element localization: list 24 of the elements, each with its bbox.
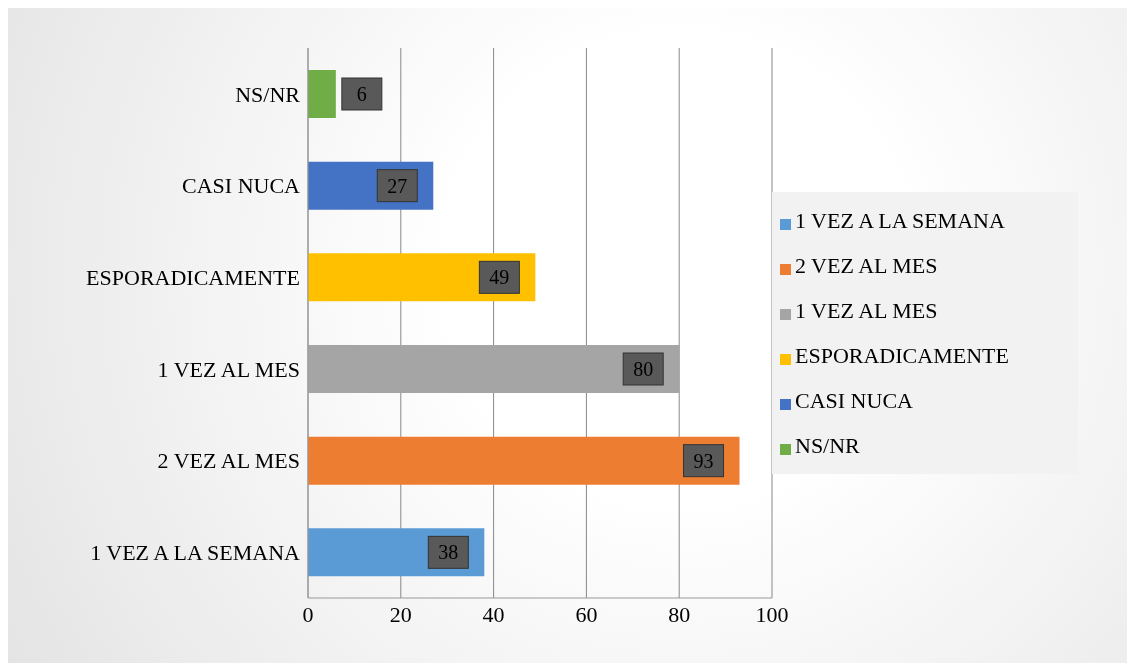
data-label: 93 <box>693 449 714 472</box>
y-tick-label: ESPORADICAMENTE <box>86 264 300 290</box>
y-tick-label: 2 VEZ AL MES <box>157 448 300 474</box>
data-label: 6 <box>356 83 367 105</box>
x-tick-label: 100 <box>755 601 789 627</box>
y-tick-label: 1 VEZ AL MES <box>157 356 300 382</box>
data-label: 80 <box>633 358 654 380</box>
legend-label: 1 VEZ A LA SEMANA <box>795 208 1005 233</box>
legend-label: ESPORADICAMENTE <box>795 343 1009 368</box>
y-tick-label: CASI NUCA <box>182 173 301 199</box>
legend-label: CASI NUCA <box>795 388 913 413</box>
y-tick-label: NS/NR <box>235 81 301 107</box>
legend-label: 2 VEZ AL MES <box>795 253 938 278</box>
x-tick-label: 20 <box>389 601 412 627</box>
y-tick-label: 1 VEZ A LA SEMANA <box>90 539 301 565</box>
x-tick-label: 80 <box>668 601 691 627</box>
legend-label: 1 VEZ AL MES <box>795 298 938 323</box>
legend-label: NS/NR <box>795 433 860 458</box>
x-tick-label: 40 <box>482 601 505 627</box>
data-label: 38 <box>438 541 459 564</box>
data-label: 27 <box>387 174 408 197</box>
data-label: 49 <box>489 266 510 289</box>
x-tick-label: 0 <box>302 601 314 627</box>
x-tick-label: 60 <box>575 601 598 627</box>
